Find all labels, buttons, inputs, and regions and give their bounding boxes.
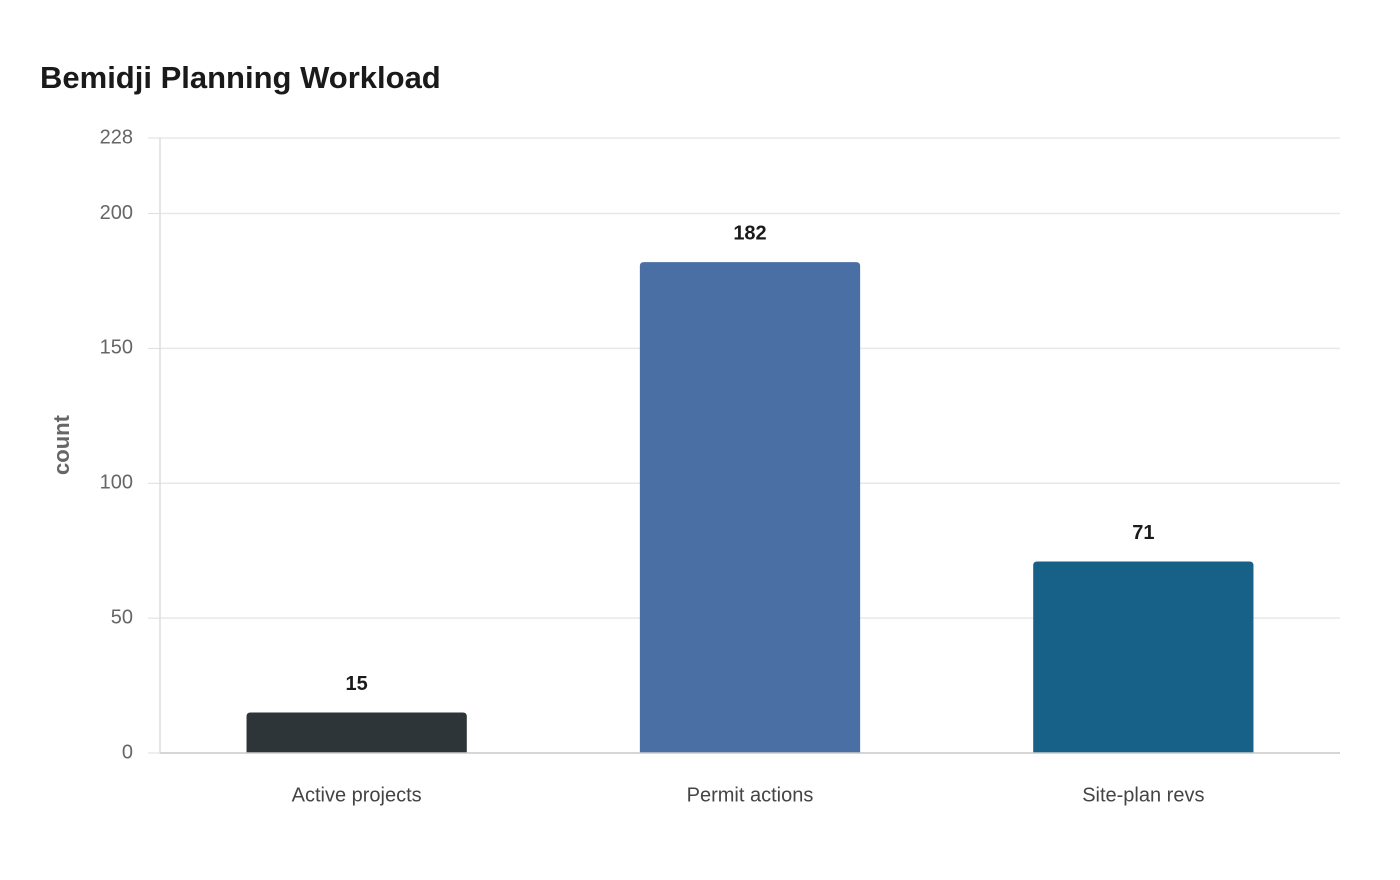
y-tick-label: 150 [100, 337, 133, 359]
value-label: 15 [346, 673, 368, 695]
bar [639, 262, 861, 753]
x-tick-label: Active projects [292, 784, 422, 806]
y-tick-label: 50 [111, 606, 133, 628]
bar [1033, 561, 1254, 753]
y-tick-label: 0 [122, 741, 133, 763]
x-tick-label: Permit actions [687, 784, 814, 806]
x-tick-label: Site-plan revs [1082, 784, 1204, 806]
y-tick-label: 200 [100, 202, 133, 224]
value-label: 182 [733, 222, 766, 244]
bar [246, 712, 467, 753]
y-tick-label: 228 [100, 126, 133, 148]
y-tick-label: 100 [100, 472, 133, 494]
value-label: 71 [1132, 522, 1154, 544]
y-axis-label: count [49, 414, 74, 475]
chart-title: Bemidji Planning Workload [40, 60, 441, 95]
